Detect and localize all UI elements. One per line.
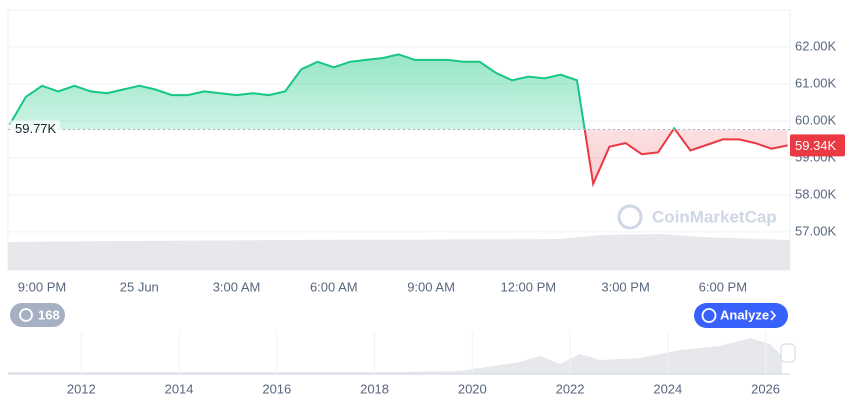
x-tick-label: 3:00 AM [213,279,261,294]
navigator-tick-label: 2016 [262,381,291,396]
y-tick-label: 62.00K [795,38,837,53]
navigator-tick-label: 2020 [458,381,487,396]
line-up [8,53,677,130]
analyze-button[interactable]: Analyze [694,303,788,328]
history-count: 168 [38,307,60,322]
current-price-label: 59.34K [795,138,837,153]
navigator-area [8,338,782,374]
history-badge[interactable]: 168 [10,303,65,327]
x-tick-label: 25 Jun [120,279,159,294]
x-tick-label: 12:00 PM [500,279,556,294]
y-tick-label: 57.00K [795,223,837,238]
navigator-tick-label: 2022 [556,381,585,396]
watermark-text: CoinMarketCap [652,207,777,226]
y-tick-label: 58.00K [795,186,837,201]
area-down [584,129,788,184]
x-tick-label: 6:00 AM [310,279,358,294]
navigator-tick-label: 2014 [165,381,194,396]
button-bg [694,303,788,328]
navigator-tick-label: 2024 [653,381,682,396]
volume-area [8,234,790,270]
navigator-handle[interactable] [780,343,796,363]
x-tick-label: 3:00 PM [601,279,649,294]
chevron [770,310,777,321]
button-label: Analyze [720,307,769,322]
analyze-icon [701,308,717,323]
area-up [9,54,788,130]
line-down [583,129,788,188]
x-tick-label: 9:00 PM [18,279,66,294]
baseline-label-bg [10,120,60,137]
navigator-tick-label: 2026 [751,381,780,396]
navigator-tick-label: 2018 [360,381,389,396]
x-tick-label: 6:00 PM [699,279,747,294]
baseline-label: 59.77K [15,121,57,136]
navigator-tick-label: 2012 [67,381,96,396]
clock-icon [19,308,33,322]
y-tick-label: 61.00K [795,75,837,90]
y-tick-label: 60.00K [795,112,837,127]
current-price-bg [790,134,845,157]
watermark: CoinMarketCap [617,204,777,230]
plot-frame [7,9,791,271]
x-tick-label: 9:00 AM [407,279,455,294]
